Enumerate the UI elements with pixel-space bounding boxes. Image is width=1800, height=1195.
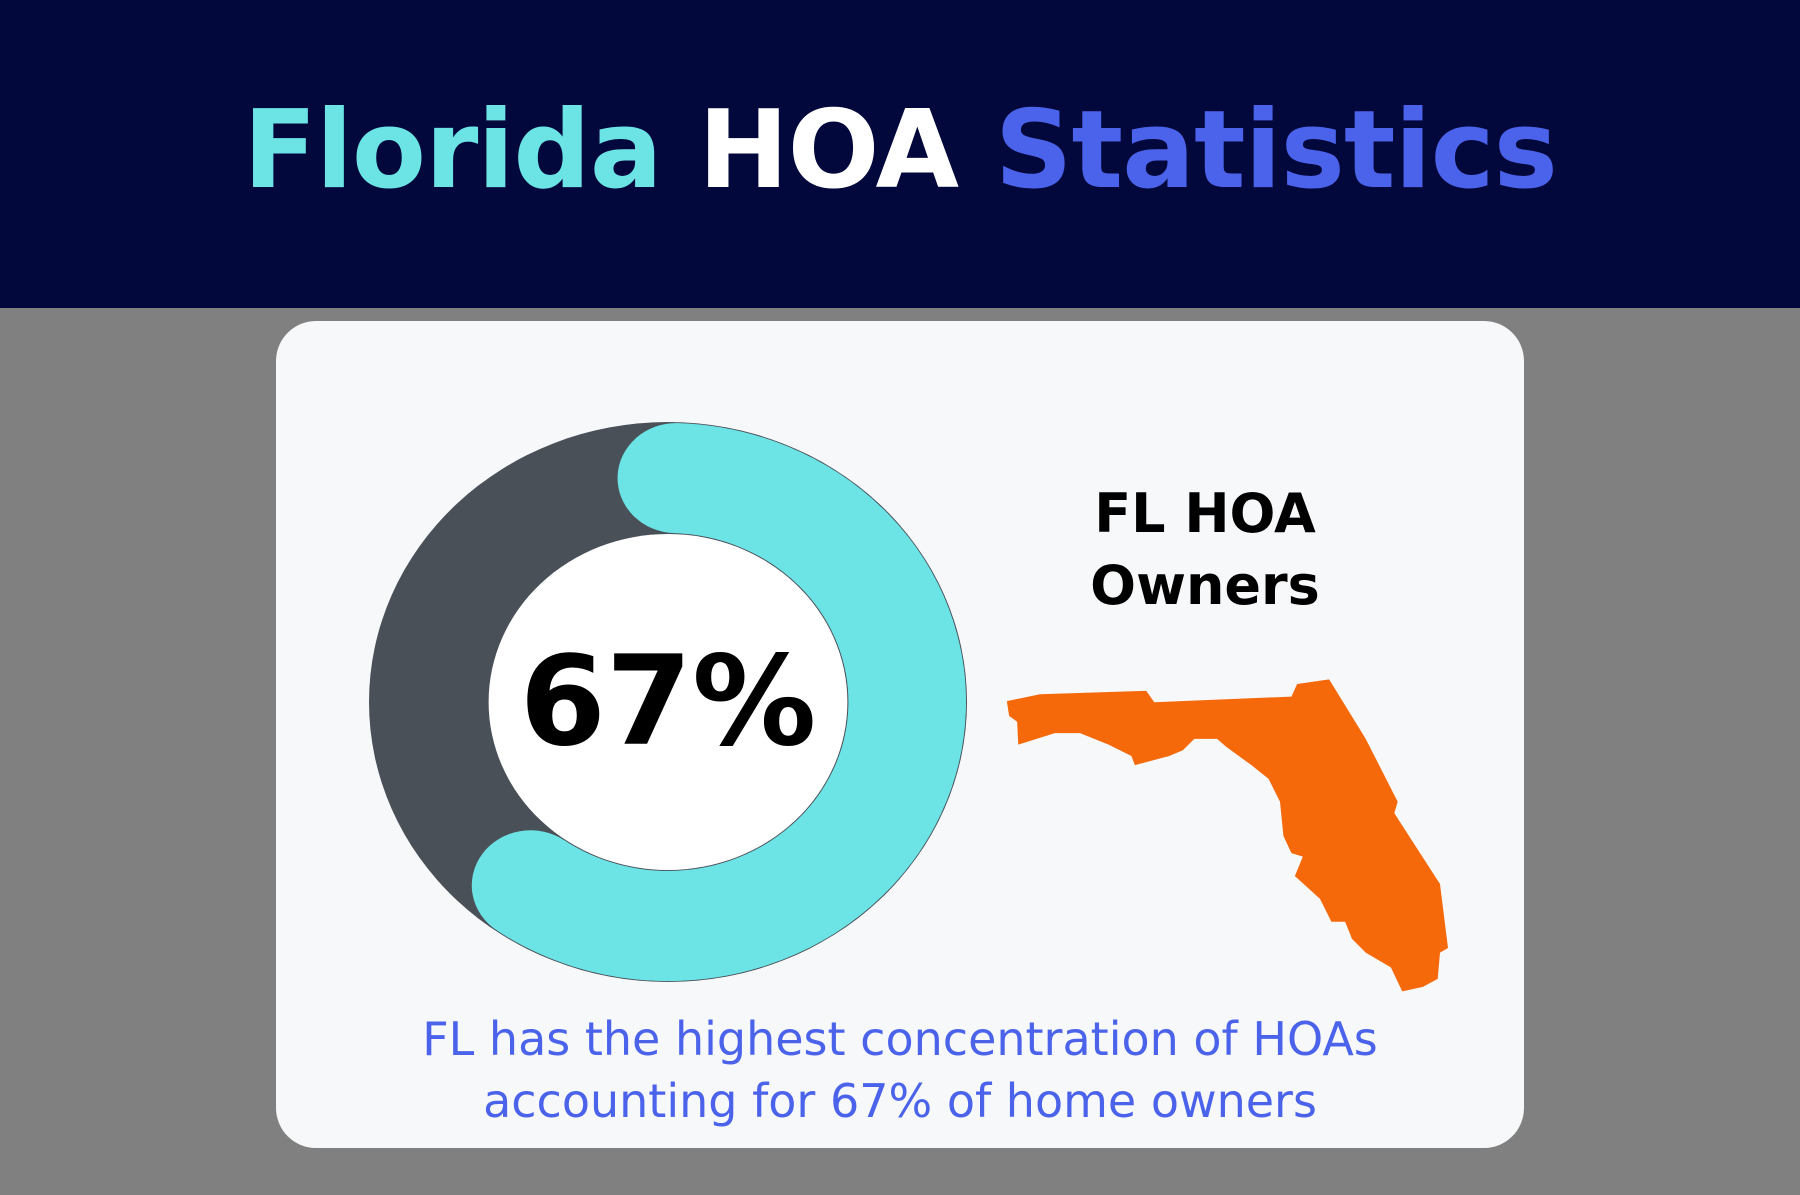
donut-progress-arc (369, 422, 967, 982)
caption-line1: FL has the highest concentration of HOAs (422, 1012, 1378, 1066)
caption: FL has the highest concentration of HOAs… (276, 1008, 1524, 1132)
donut-hole (488, 534, 848, 870)
header-banner: Florida HOA Statistics (0, 0, 1800, 308)
title-hoa: HOA (698, 88, 959, 213)
title-statistics: Statistics (994, 88, 1558, 213)
florida-map-icon (1006, 679, 1448, 992)
caption-line2: accounting for 67% of home owners (483, 1074, 1317, 1128)
stat-label-line2: Owners (1090, 554, 1320, 617)
percent-value: 67% (519, 630, 817, 774)
donut-chart (369, 422, 967, 982)
page-title: Florida HOA Statistics (0, 88, 1800, 213)
stat-label-line1: FL HOA (1094, 482, 1316, 545)
stat-label: FL HOA Owners (1030, 478, 1380, 622)
title-florida: Florida (243, 88, 662, 213)
